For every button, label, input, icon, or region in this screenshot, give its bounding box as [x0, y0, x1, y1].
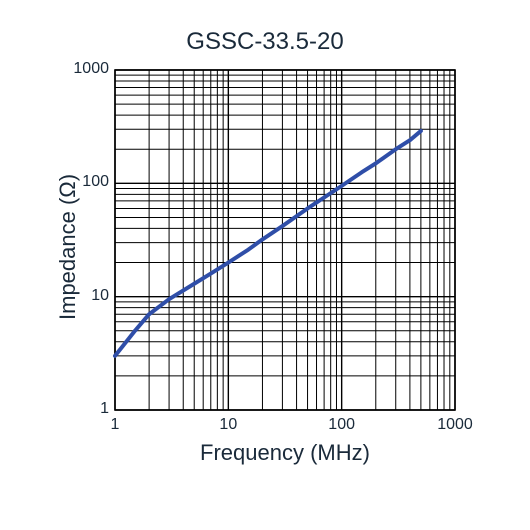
plot-area	[0, 0, 530, 530]
y-tick-label: 1	[67, 400, 109, 418]
y-tick-label: 10	[67, 287, 109, 305]
impedance-chart: GSSC-33.5-20 Impedance (Ω) Frequency (MH…	[0, 0, 530, 530]
x-tick-label: 100	[322, 416, 362, 434]
y-tick-label: 1000	[67, 60, 109, 78]
x-tick-label: 1000	[435, 416, 475, 434]
x-tick-label: 1	[95, 416, 135, 434]
x-tick-label: 10	[208, 416, 248, 434]
y-tick-label: 100	[67, 173, 109, 191]
